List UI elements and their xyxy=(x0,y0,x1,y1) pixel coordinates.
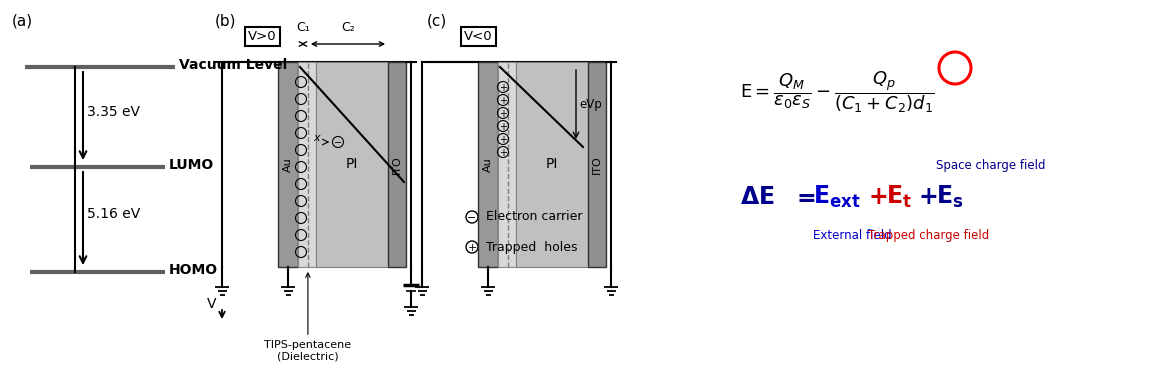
Text: (a): (a) xyxy=(12,14,33,29)
Text: 3.35 eV: 3.35 eV xyxy=(87,105,141,119)
Text: +: + xyxy=(499,148,507,158)
Text: $\mathbf{E_t}$: $\mathbf{E_t}$ xyxy=(886,184,912,210)
Bar xyxy=(316,62,388,267)
Text: (b): (b) xyxy=(215,14,237,29)
Text: $\mathbf{E_s}$: $\mathbf{E_s}$ xyxy=(936,184,964,210)
Text: V: V xyxy=(207,297,217,311)
Text: Au: Au xyxy=(283,157,293,172)
Bar xyxy=(297,62,316,267)
Text: eVp: eVp xyxy=(578,98,602,111)
Text: +: + xyxy=(467,243,477,253)
Text: Au: Au xyxy=(482,157,493,172)
Text: V<0: V<0 xyxy=(464,30,493,43)
Text: ITO: ITO xyxy=(392,155,402,174)
Text: x: x xyxy=(314,133,321,143)
Bar xyxy=(588,62,607,267)
Text: $\mathbf{E_{ext}}$: $\mathbf{E_{ext}}$ xyxy=(813,184,861,210)
Text: $\mathbf{\Delta E}$: $\mathbf{\Delta E}$ xyxy=(740,185,775,209)
Text: PI: PI xyxy=(345,157,358,171)
Text: HOMO: HOMO xyxy=(169,263,218,277)
Text: $\mathrm{E} = \dfrac{Q_M}{\varepsilon_0\varepsilon_S} - \dfrac{Q_p}{(C_1+C_2)d_1: $\mathrm{E} = \dfrac{Q_M}{\varepsilon_0\… xyxy=(740,69,934,115)
Text: C₂: C₂ xyxy=(341,21,355,34)
Bar xyxy=(478,62,498,267)
Bar xyxy=(388,62,406,267)
Text: V>0: V>0 xyxy=(248,30,276,43)
Text: (c): (c) xyxy=(427,14,447,29)
Text: Space charge field: Space charge field xyxy=(936,159,1046,172)
Text: −: − xyxy=(334,138,342,148)
Text: +: + xyxy=(499,135,507,145)
Text: +: + xyxy=(499,96,507,106)
Text: LUMO: LUMO xyxy=(169,158,214,172)
Text: $\mathbf{=}$: $\mathbf{=}$ xyxy=(792,185,816,209)
Text: $\mathbf{+}$: $\mathbf{+}$ xyxy=(868,185,888,209)
Text: External field: External field xyxy=(813,229,891,242)
Text: $\mathbf{+}$: $\mathbf{+}$ xyxy=(918,185,937,209)
Text: Vacuum Level: Vacuum Level xyxy=(179,58,287,72)
Text: +: + xyxy=(499,122,507,132)
Text: PI: PI xyxy=(546,157,559,171)
Text: +: + xyxy=(499,83,507,93)
Bar xyxy=(278,62,297,267)
Bar xyxy=(498,62,516,267)
Text: TIPS-pentacene
(Dielectric): TIPS-pentacene (Dielectric) xyxy=(265,273,351,362)
Text: Trapped charge field: Trapped charge field xyxy=(868,229,989,242)
Text: Electron carrier: Electron carrier xyxy=(482,211,582,224)
Text: C₁: C₁ xyxy=(296,21,310,34)
Text: 5.16 eV: 5.16 eV xyxy=(87,208,141,221)
Text: −: − xyxy=(467,213,477,223)
Text: ITO: ITO xyxy=(593,155,602,174)
Text: Trapped  holes: Trapped holes xyxy=(482,241,577,253)
Text: +: + xyxy=(499,109,507,119)
Bar xyxy=(516,62,588,267)
